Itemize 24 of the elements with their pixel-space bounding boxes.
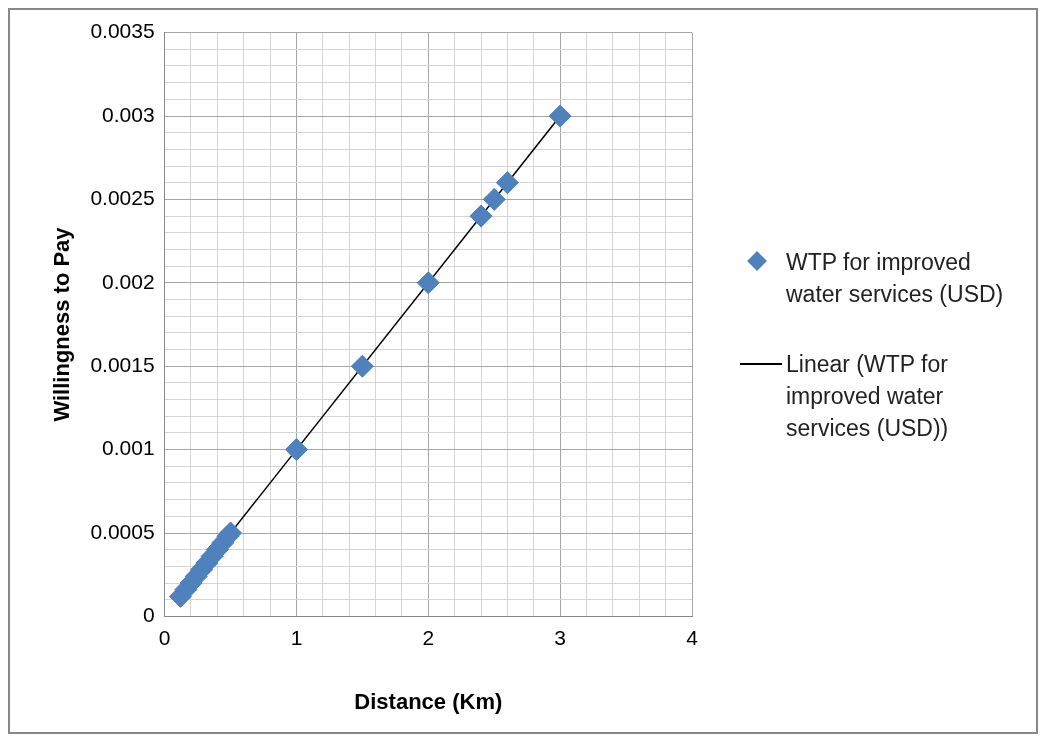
y-tick-label: 0 — [142, 603, 155, 627]
x-tick-label: 2 — [422, 625, 435, 649]
legend-label: WTP for improved water services (USD) — [786, 248, 1005, 309]
point — [469, 204, 493, 228]
y-tick-label: 0.001 — [102, 436, 155, 460]
point — [482, 187, 506, 211]
point — [416, 271, 440, 295]
y-tick-label: 0.0025 — [90, 186, 155, 210]
legend-label: Linear (WTP for improved water services (USD)) — [786, 350, 950, 443]
point — [350, 354, 374, 378]
y-tick-label: 0.0015 — [90, 353, 155, 376]
y-tick-label: 0.0035 — [90, 19, 155, 43]
y-tick-label: 0.002 — [102, 269, 155, 293]
y-tick-label: 0.003 — [102, 102, 155, 126]
x-tick-label: 0 — [158, 625, 171, 649]
x-tick-label: 3 — [554, 625, 566, 649]
point — [495, 171, 519, 195]
point — [284, 438, 308, 462]
x-axis-title: Distance (Km) — [354, 688, 503, 714]
x-tick-label: 1 — [290, 625, 303, 649]
x-tick-label: 4 — [686, 625, 699, 649]
y-tick-label: 0.0005 — [90, 519, 155, 543]
y-axis-title: Willingness to Pay — [49, 226, 75, 422]
point — [548, 104, 572, 128]
